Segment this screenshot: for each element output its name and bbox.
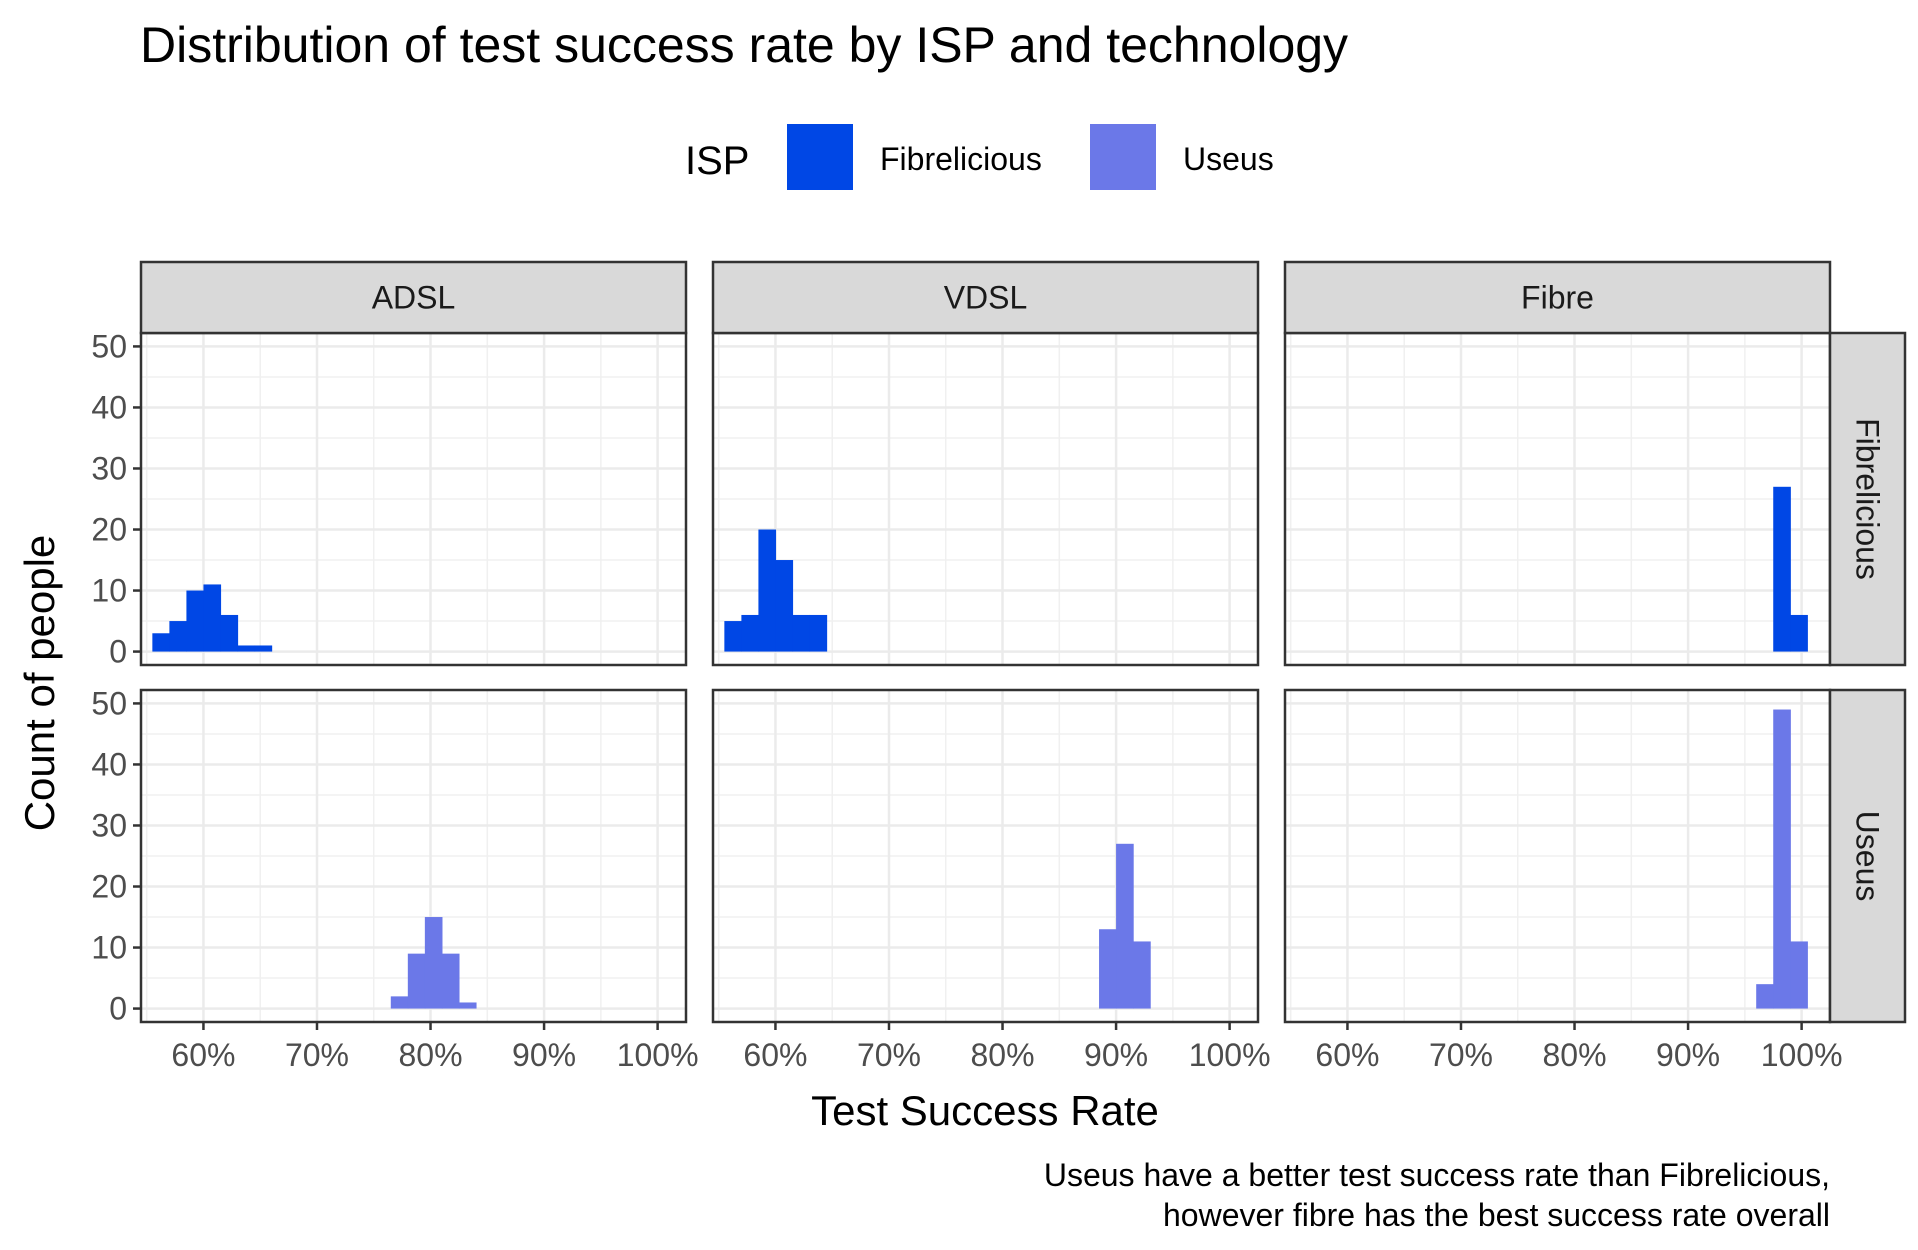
chart-title: Distribution of test success rate by ISP… bbox=[140, 17, 1348, 73]
x-tick-label: 80% bbox=[971, 1037, 1035, 1073]
histogram-bar bbox=[724, 621, 742, 652]
caption-line-1: Useus have a better test success rate th… bbox=[1044, 1157, 1830, 1193]
histogram-bar bbox=[1773, 486, 1791, 652]
histogram-bar bbox=[1099, 929, 1117, 1009]
x-tick-label: 60% bbox=[743, 1037, 807, 1073]
caption-line-2: however fibre has the best success rate … bbox=[1163, 1197, 1830, 1233]
panel-vdsl-useus bbox=[711, 688, 1260, 1024]
histogram-bar bbox=[203, 584, 222, 652]
x-tick-label: 100% bbox=[1189, 1037, 1271, 1073]
y-tick-label: 30 bbox=[91, 807, 127, 843]
strip-vdsl bbox=[711, 260, 1260, 335]
histogram-bar bbox=[441, 953, 460, 1009]
strip-label-useus: Useus bbox=[1850, 811, 1886, 902]
y-tick-label: 40 bbox=[91, 746, 127, 782]
histogram-bar bbox=[741, 614, 760, 652]
y-tick-label: 40 bbox=[91, 389, 127, 425]
histogram-bar bbox=[1790, 941, 1808, 1009]
panel-fibre-useus bbox=[1283, 688, 1832, 1024]
panel-fibre-fibrelicious bbox=[1283, 331, 1832, 667]
histogram-bar bbox=[792, 614, 811, 652]
histogram-bar bbox=[220, 614, 239, 652]
histogram-bar bbox=[407, 953, 426, 1009]
panel-adsl-useus bbox=[139, 688, 688, 1024]
y-tick-label: 50 bbox=[91, 328, 127, 364]
legend-key-useus bbox=[1090, 124, 1156, 190]
legend-title: ISP bbox=[685, 139, 749, 183]
strip-adsl bbox=[139, 260, 688, 335]
histogram-bar bbox=[809, 614, 828, 652]
histogram-bar bbox=[1773, 709, 1791, 1009]
y-tick-label: 0 bbox=[109, 634, 127, 670]
x-tick-label: 100% bbox=[1761, 1037, 1843, 1073]
legend-label-useus: Useus bbox=[1183, 141, 1274, 177]
histogram-bar bbox=[424, 917, 443, 1009]
histogram-bar bbox=[152, 633, 170, 652]
panel-border bbox=[711, 688, 1260, 1024]
histogram-bar bbox=[458, 1002, 477, 1009]
histogram-bar bbox=[1133, 941, 1151, 1009]
y-tick-label: 30 bbox=[91, 450, 127, 486]
legend-label-fibrelicious: Fibrelicious bbox=[880, 141, 1042, 177]
x-tick-label: 70% bbox=[1429, 1037, 1493, 1073]
legend: ISP Fibrelicious Useus bbox=[685, 124, 1274, 190]
y-tick-label: 20 bbox=[91, 512, 127, 548]
histogram-bar bbox=[169, 621, 188, 652]
histogram-bar bbox=[254, 645, 273, 652]
legend-key-fibrelicious bbox=[787, 124, 853, 190]
histogram-bar bbox=[390, 996, 409, 1009]
strip-fibre bbox=[1283, 260, 1832, 335]
panel-adsl-fibrelicious bbox=[139, 331, 688, 667]
strip-fibrelicious bbox=[1828, 331, 1907, 667]
x-tick-label: 70% bbox=[285, 1037, 349, 1073]
histogram-bar bbox=[1756, 984, 1774, 1009]
strip-label-adsl: ADSL bbox=[372, 280, 456, 316]
y-tick-label: 20 bbox=[91, 869, 127, 905]
facet-panels: ADSL VDSL Fibre Fibrelicious Useus 0 10 20 30 40 5… bbox=[91, 260, 1907, 1073]
x-tick-label: 90% bbox=[1656, 1037, 1720, 1073]
strip-label-fibre: Fibre bbox=[1521, 280, 1594, 316]
strip-label-fibrelicious: Fibrelicious bbox=[1850, 418, 1886, 580]
x-axis-title: Test Success Rate bbox=[811, 1087, 1159, 1134]
y-tick-label: 10 bbox=[91, 573, 127, 609]
y-tick-label: 10 bbox=[91, 930, 127, 966]
histogram-bar bbox=[186, 590, 205, 652]
histogram-bar bbox=[1116, 843, 1134, 1009]
x-tick-label: 70% bbox=[857, 1037, 921, 1073]
histogram-bar bbox=[775, 560, 794, 652]
x-tick-label: 90% bbox=[1084, 1037, 1148, 1073]
x-tick-label: 60% bbox=[171, 1037, 235, 1073]
histogram-bar bbox=[1790, 614, 1808, 652]
panel-border bbox=[139, 688, 688, 1024]
x-tick-label: 80% bbox=[399, 1037, 463, 1073]
x-tick-label: 90% bbox=[512, 1037, 576, 1073]
x-tick-label: 80% bbox=[1543, 1037, 1607, 1073]
histogram-bar bbox=[758, 529, 777, 652]
y-tick-label: 50 bbox=[91, 685, 127, 721]
histogram-bar bbox=[237, 645, 256, 652]
x-tick-label: 100% bbox=[617, 1037, 699, 1073]
y-axis-title: Count of people bbox=[16, 535, 63, 832]
strip-useus bbox=[1828, 688, 1907, 1024]
x-tick-label: 60% bbox=[1315, 1037, 1379, 1073]
y-tick-label: 0 bbox=[109, 991, 127, 1027]
strip-label-vdsl: VDSL bbox=[944, 280, 1028, 316]
panel-vdsl-fibrelicious bbox=[711, 331, 1260, 667]
